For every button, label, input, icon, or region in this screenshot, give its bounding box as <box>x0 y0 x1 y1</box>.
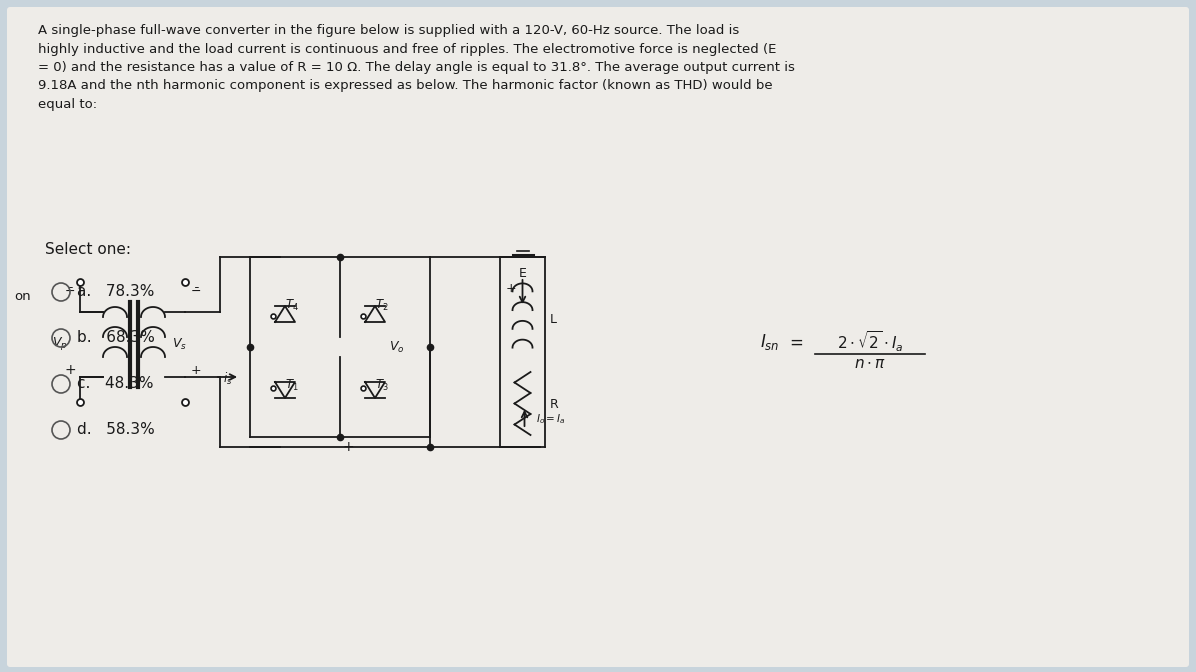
Text: +: + <box>342 440 354 454</box>
Text: Select one:: Select one: <box>45 242 132 257</box>
Text: $n\cdot\pi$: $n\cdot\pi$ <box>854 356 886 371</box>
Text: +: + <box>505 282 515 296</box>
Text: $T_3$: $T_3$ <box>376 378 389 392</box>
Text: $T_2$: $T_2$ <box>376 298 389 312</box>
Text: $V_o$: $V_o$ <box>390 339 405 355</box>
Text: $i_s$: $i_s$ <box>224 371 233 387</box>
Text: $2\cdot\sqrt{2}\cdot I_a$: $2\cdot\sqrt{2}\cdot I_a$ <box>837 329 903 354</box>
Text: c.   48.3%: c. 48.3% <box>77 376 153 392</box>
Text: on: on <box>14 290 31 304</box>
Text: $\bar{-}$: $\bar{-}$ <box>190 284 202 296</box>
Text: $=$: $=$ <box>786 333 804 351</box>
Text: A single-phase full-wave converter in the figure below is supplied with a 120-V,: A single-phase full-wave converter in th… <box>38 24 795 111</box>
Text: R: R <box>550 398 559 411</box>
Text: $T_4$: $T_4$ <box>285 298 299 312</box>
Text: E: E <box>519 267 526 280</box>
Text: $I_o = I_a$: $I_o = I_a$ <box>537 412 566 426</box>
Text: d.   58.3%: d. 58.3% <box>77 423 154 437</box>
Text: $I_{sn}$: $I_{sn}$ <box>761 332 780 352</box>
FancyBboxPatch shape <box>7 7 1189 667</box>
Text: +: + <box>65 363 75 377</box>
Text: $T_1$: $T_1$ <box>285 378 299 392</box>
Text: a.   78.3%: a. 78.3% <box>77 284 154 300</box>
Text: $V_s$: $V_s$ <box>172 337 187 351</box>
Text: b.   68.3%: b. 68.3% <box>77 331 154 345</box>
Text: $V_p$: $V_p$ <box>53 335 68 353</box>
Text: L: L <box>550 313 557 326</box>
Text: $\bar{-}$: $\bar{-}$ <box>65 284 75 296</box>
Text: +: + <box>190 364 201 376</box>
